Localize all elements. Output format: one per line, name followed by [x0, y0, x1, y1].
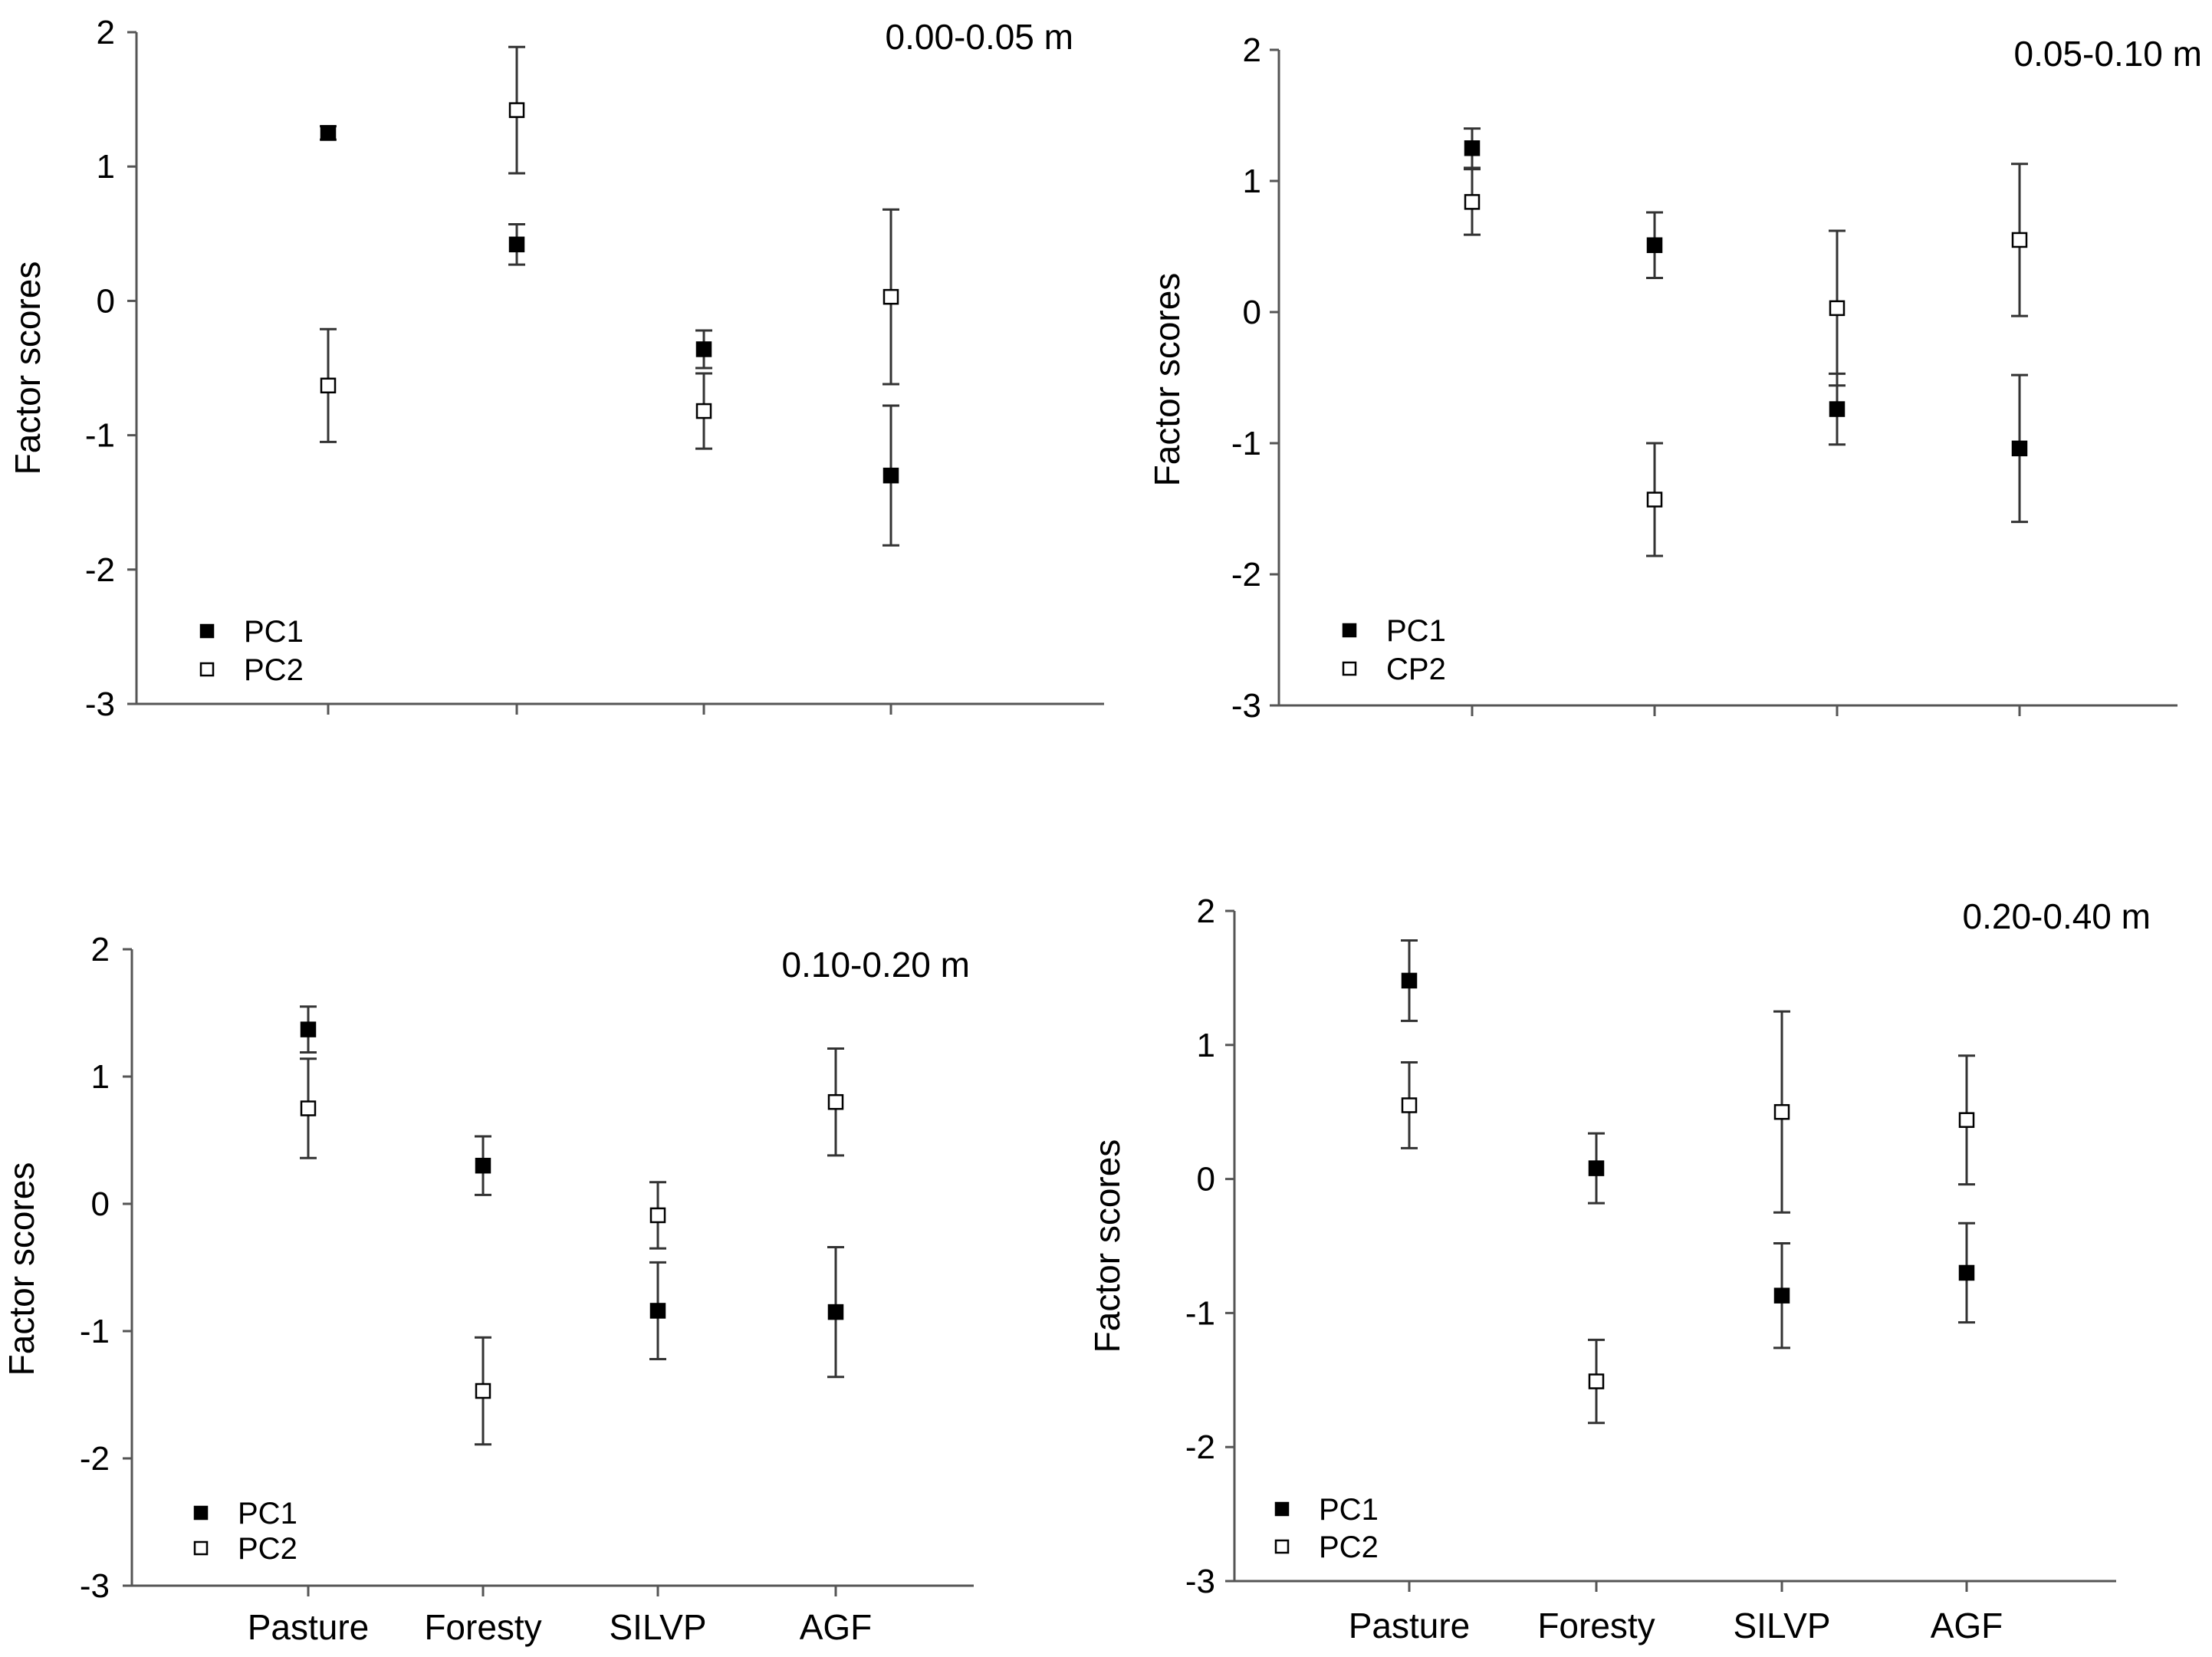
- point-pc1-foresty: [508, 236, 525, 253]
- legend-label-pc2: PC2: [238, 1532, 297, 1566]
- y-tick-label: 2: [1197, 893, 1215, 930]
- x-tick-label-pasture: Pasture: [1349, 1606, 1471, 1645]
- legend-marker-pc2: [1274, 1539, 1290, 1554]
- point-pc1-agf: [2011, 440, 2028, 457]
- y-tick-label: -1: [1185, 1294, 1215, 1332]
- point-pc1-pasture: [300, 1021, 317, 1037]
- y-tick-label: 1: [1243, 163, 1261, 200]
- legend-marker-pc2: [193, 1540, 209, 1556]
- point-cp2-silvp: [1829, 300, 1846, 317]
- point-pc1-foresty: [1646, 237, 1663, 254]
- panel-depth-label: 0.20-0.40 m: [1963, 896, 2151, 936]
- point-pc1-silvp: [1829, 401, 1846, 417]
- x-tick-label-pasture: Pasture: [248, 1607, 370, 1647]
- chart-panel-4: 2 1 0 -1 -2 -3 Pasture Foresty SILVP AGF 0.20-0.40…: [1087, 893, 2151, 1645]
- point-pc1-silvp: [1773, 1287, 1790, 1304]
- x-tick-label-agf: AGF: [1931, 1606, 2003, 1645]
- legend-marker-pc2: [199, 662, 215, 677]
- legend-label-pc1: PC1: [1386, 614, 1446, 648]
- point-cp2-foresty: [1646, 492, 1663, 508]
- point-pc2-foresty: [508, 102, 525, 118]
- point-pc2-pasture: [320, 377, 337, 394]
- point-pc2-foresty: [1588, 1373, 1605, 1389]
- panel-depth-label: 0.00-0.05 m: [886, 17, 1073, 57]
- y-tick-label: 0: [1197, 1161, 1215, 1198]
- y-axis-title: Factor scores: [1147, 273, 1187, 487]
- chart-panel-2: 2 1 0 -1 -2 -3 0.05-0.10 m Factor scores PC1 CP2: [1147, 31, 2202, 725]
- point-pc2-agf: [1958, 1112, 1975, 1128]
- x-tick-label-foresty: Foresty: [424, 1607, 541, 1647]
- point-pc1-agf: [1958, 1264, 1975, 1281]
- panel-depth-label: 0.05-0.10 m: [2014, 34, 2202, 74]
- point-pc2-agf: [882, 288, 899, 305]
- y-tick-label: 0: [1243, 294, 1261, 331]
- x-tick-label-agf: AGF: [800, 1607, 873, 1647]
- legend-label-pc2: PC2: [244, 653, 304, 687]
- legend-label-pc1: PC1: [244, 615, 304, 649]
- point-pc1-foresty: [1588, 1160, 1605, 1176]
- y-tick-label: 0: [97, 282, 115, 320]
- point-pc1-agf: [882, 467, 899, 484]
- y-tick-label: 1: [1197, 1027, 1215, 1064]
- chart-panel-1: 2 1 0 -1 -2 -3 0.00-0.05 m Factor scores PC1 PC2: [8, 14, 1104, 723]
- legend-label-pc2: PC2: [1319, 1530, 1379, 1564]
- legend-marker-pc1: [1274, 1501, 1290, 1517]
- y-tick-label: -2: [85, 551, 115, 589]
- y-tick-label: -1: [1231, 425, 1261, 462]
- legend-marker-pc1: [1342, 623, 1357, 638]
- x-tick-label-silvp: SILVP: [610, 1607, 707, 1647]
- panel-depth-label: 0.10-0.20 m: [782, 945, 970, 985]
- legend-marker-cp2: [1342, 661, 1357, 676]
- y-tick-label: -2: [1185, 1429, 1215, 1466]
- point-pc2-silvp: [1773, 1103, 1790, 1120]
- point-pc2-agf: [827, 1093, 844, 1110]
- y-tick-label: 2: [91, 931, 110, 968]
- y-tick-label: -1: [80, 1313, 110, 1350]
- point-pc1-silvp: [649, 1303, 666, 1319]
- point-pc1-foresty: [475, 1157, 491, 1174]
- y-tick-label: -1: [85, 417, 115, 455]
- x-tick-label-foresty: Foresty: [1537, 1606, 1655, 1645]
- legend-marker-pc1: [193, 1505, 209, 1521]
- point-pc2-foresty: [475, 1382, 491, 1399]
- point-pc1-pasture: [1401, 972, 1418, 989]
- y-axis-title: Factor scores: [1087, 1139, 1127, 1353]
- point-pc1-pasture: [320, 125, 337, 141]
- y-tick-label: 2: [1243, 31, 1261, 69]
- legend-label-cp2: CP2: [1386, 653, 1446, 686]
- y-tick-label: -2: [1231, 556, 1261, 593]
- chart-panel-3: 2 1 0 -1 -2 -3 Pasture Foresty SILVP AGF 0.10-0.20…: [2, 931, 974, 1647]
- point-pc1-pasture: [1464, 140, 1481, 156]
- point-pc1-agf: [827, 1304, 844, 1320]
- legend-label-pc1: PC1: [238, 1497, 297, 1530]
- legend-marker-pc1: [199, 623, 215, 639]
- point-pc2-silvp: [649, 1207, 666, 1224]
- y-tick-label: 1: [97, 148, 115, 186]
- y-tick-label: -3: [1185, 1563, 1215, 1600]
- point-pc1-silvp: [695, 341, 712, 357]
- legend-label-pc1: PC1: [1319, 1493, 1379, 1527]
- y-tick-label: -3: [1231, 687, 1261, 725]
- y-axis-title: Factor scores: [8, 261, 48, 475]
- y-tick-label: 0: [91, 1185, 110, 1223]
- y-axis-title: Factor scores: [2, 1162, 41, 1376]
- point-cp2-pasture: [1464, 194, 1481, 210]
- y-tick-label: -3: [80, 1567, 110, 1605]
- y-tick-label: -2: [80, 1440, 110, 1478]
- point-cp2-agf: [2011, 232, 2028, 248]
- y-tick-label: -3: [85, 685, 115, 723]
- y-tick-label: 1: [91, 1058, 110, 1096]
- point-pc2-pasture: [300, 1100, 317, 1116]
- x-tick-label-silvp: SILVP: [1734, 1606, 1831, 1645]
- point-pc2-pasture: [1401, 1097, 1418, 1113]
- point-pc2-silvp: [695, 403, 712, 419]
- y-tick-label: 2: [97, 14, 115, 51]
